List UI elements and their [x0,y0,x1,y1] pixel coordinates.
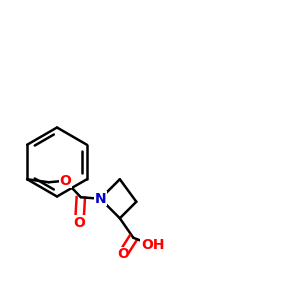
Text: O: O [117,247,129,261]
Text: O: O [59,174,71,188]
Text: N: N [94,192,106,206]
Text: OH: OH [141,238,165,252]
Text: O: O [74,216,85,230]
